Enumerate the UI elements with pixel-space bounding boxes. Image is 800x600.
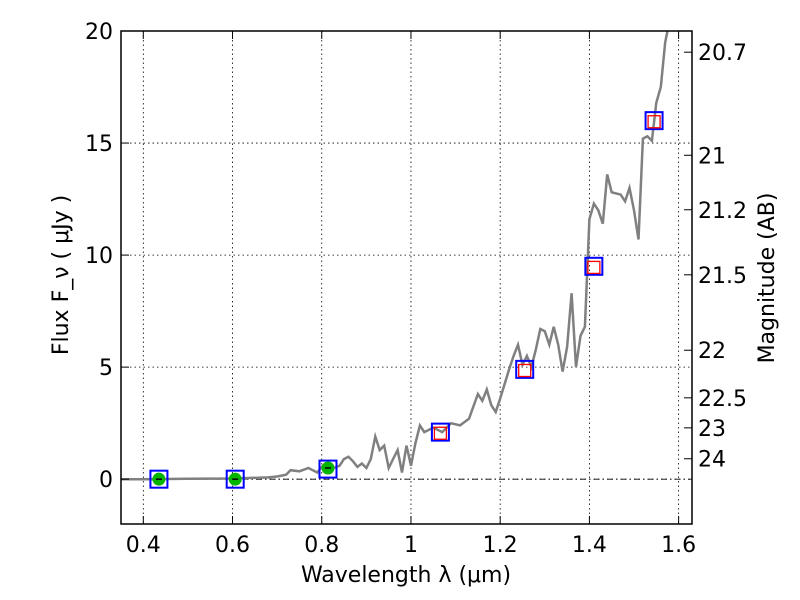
y-tick-label: 20: [85, 20, 113, 45]
x-tick-label: 1.6: [661, 533, 696, 558]
x-tick-label: 0.6: [215, 533, 250, 558]
magnitude-tick-label: 21.2: [698, 199, 747, 224]
x-tick-label: 0.8: [304, 533, 339, 558]
x-axis-label: Wavelength λ (μm): [301, 563, 511, 588]
y-axis-label-right: Magnitude (AB): [755, 193, 780, 364]
tick-labels: 0.4 0.6 0.8 1 1.2 1.4 1.6 0 5 10 15 20 20.7 21 21.2 21.…: [85, 20, 747, 558]
blue-square-marker: [149, 469, 169, 489]
x-tick-label: 1.4: [572, 533, 607, 558]
y-axis-label-left: Flux F_ν ( μJy ): [49, 195, 74, 355]
x-tick-label: 1: [404, 533, 418, 558]
x-tick-label: 0.4: [126, 533, 161, 558]
red-square-marker: [518, 363, 532, 378]
axes-frame: [120, 30, 693, 525]
magnitude-tick-label: 20.7: [698, 41, 747, 66]
red-square-marker: [433, 426, 448, 440]
blue-square-marker: [430, 422, 450, 442]
magnitude-tick-label: 23: [698, 417, 726, 442]
spectrum-line: [121, 31, 669, 481]
y-tick-label: 10: [85, 244, 113, 269]
blue-square-marker: [318, 459, 338, 479]
magnitude-tick-label: 21: [698, 144, 726, 169]
magnitude-tick-label: 24: [698, 448, 726, 473]
tick-marks: [121, 30, 692, 524]
blue-square-marker: [515, 359, 535, 379]
magnitude-tick-label: 22.5: [698, 387, 747, 412]
plot-area: [121, 31, 669, 489]
blue-square-marker: [225, 469, 245, 489]
red-square-marker: [647, 115, 661, 129]
magnitude-tick-label: 21.5: [698, 264, 747, 289]
y-tick-label: 15: [85, 132, 113, 157]
blue-square-marker: [644, 111, 664, 131]
y-tick-label: 5: [99, 356, 113, 381]
y-tick-label: 0: [99, 468, 113, 493]
red-square-marker: [587, 260, 601, 275]
magnitude-tick-label: 22: [698, 339, 726, 364]
blue-square-marker: [584, 256, 604, 276]
x-tick-label: 1.2: [483, 533, 518, 558]
